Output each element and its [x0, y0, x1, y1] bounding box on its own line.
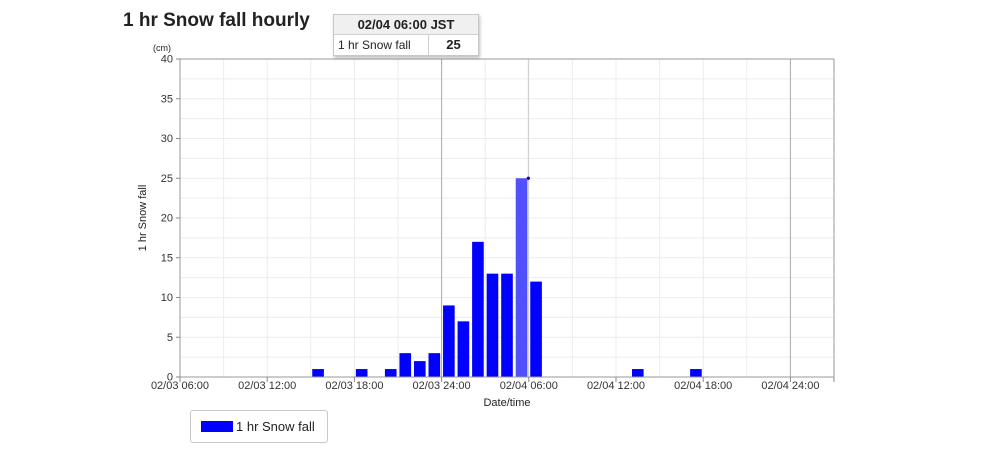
tooltip-header: 02/04 06:00 JST	[334, 15, 478, 35]
day-lines	[441, 59, 791, 377]
bar	[443, 305, 455, 377]
bar	[312, 369, 324, 377]
tooltip-label: 1 hr Snow fall	[334, 35, 429, 55]
legend-swatch	[201, 421, 233, 432]
bar	[501, 273, 513, 377]
chart-title: 1 hr Snow fall hourly	[123, 10, 310, 31]
x-tick-label: 02/03 06:00	[151, 380, 209, 392]
x-tick-label: 02/03 18:00	[325, 380, 383, 392]
y-axis-label: 1 hr Snow fall	[137, 185, 149, 252]
bar	[515, 178, 528, 377]
bar	[690, 369, 702, 377]
x-tick-label: 02/04 24:00	[761, 380, 819, 392]
x-tick-label: 02/04 06:00	[500, 380, 558, 392]
bar	[428, 353, 441, 377]
y-tick-label: 25	[161, 173, 173, 185]
x-tick-label: 02/03 12:00	[238, 380, 296, 392]
x-axis-label: Date/time	[483, 397, 530, 409]
bar	[486, 273, 499, 377]
bars	[312, 59, 702, 377]
bar	[457, 321, 470, 377]
y-tick-label: 5	[167, 332, 173, 344]
bar	[631, 369, 644, 377]
y-tick-label: 15	[161, 252, 173, 264]
x-tick-label: 02/03 24:00	[413, 380, 471, 392]
tooltip-row: 1 hr Snow fall 25	[334, 35, 478, 55]
y-tick-label: 40	[161, 54, 173, 66]
y-tick-label: 35	[161, 93, 173, 105]
bar	[413, 361, 426, 377]
x-tick-label: 02/04 12:00	[587, 380, 645, 392]
bar	[530, 281, 542, 377]
y-tick-label: 0	[167, 372, 173, 384]
y-unit: (cm)	[153, 43, 171, 53]
bar	[355, 369, 368, 377]
y-tick-label: 30	[161, 133, 173, 145]
bar	[399, 353, 412, 377]
x-tick-label: 02/04 18:00	[674, 380, 732, 392]
legend-item[interactable]: 1 hr Snow fall	[190, 410, 328, 443]
y-ticks: 0 5 10 15 20 25 30 35 40	[161, 54, 180, 384]
tooltip: 02/04 06:00 JST 1 hr Snow fall 25	[333, 14, 479, 56]
bar	[384, 369, 397, 377]
bar	[472, 241, 484, 377]
tooltip-value: 25	[446, 37, 461, 52]
highlight-point	[526, 176, 530, 180]
legend-label: 1 hr Snow fall	[236, 419, 315, 434]
y-tick-label: 10	[161, 292, 173, 304]
y-tick-label: 20	[161, 213, 173, 225]
x-ticks: 02/03 06:00 02/03 12:00 02/03 18:00 02/03 2…	[151, 377, 835, 392]
